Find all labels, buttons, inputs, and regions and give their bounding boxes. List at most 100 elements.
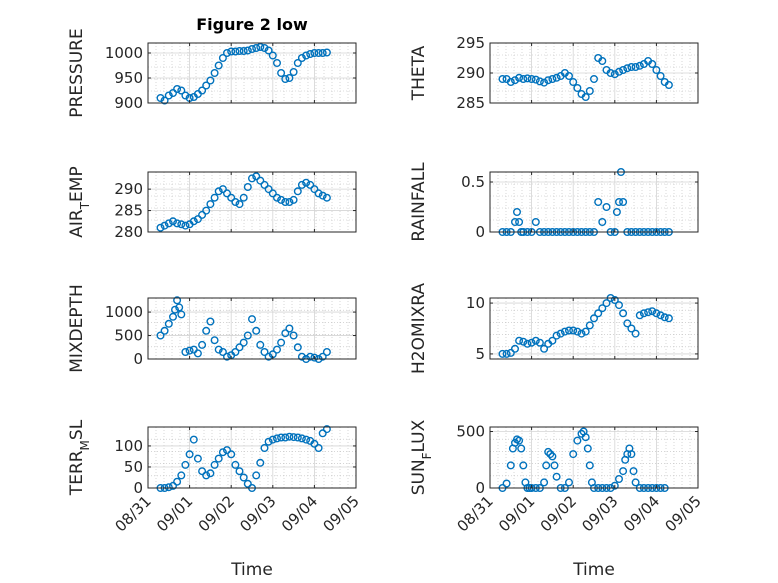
data-point (527, 338, 536, 347)
data-point (173, 296, 182, 305)
data-point (556, 329, 565, 338)
data-point (198, 210, 207, 219)
y-tick-label: 0.5 (461, 173, 485, 191)
data-point (297, 352, 306, 361)
axes-box (489, 171, 699, 233)
data-point (652, 65, 661, 74)
data-point (573, 327, 582, 336)
tick-marks (147, 298, 357, 360)
data-point (615, 67, 624, 76)
data-point (297, 180, 306, 189)
data-point (273, 193, 282, 202)
data-point (302, 178, 311, 187)
data-point (247, 315, 256, 324)
data-point (168, 88, 177, 97)
data-point (181, 221, 190, 230)
data-point (527, 74, 536, 83)
markers (156, 172, 331, 232)
data-point (602, 202, 611, 211)
data-point (573, 83, 582, 92)
x-axis-label-right: Time (572, 560, 615, 580)
data-point (264, 352, 273, 361)
data-point (293, 433, 302, 442)
data-point (243, 479, 252, 488)
minor-grid (148, 427, 356, 488)
data-point (156, 223, 165, 232)
data-point (264, 185, 273, 194)
y-axis-label: PRESSURE (67, 28, 87, 117)
data-point (644, 308, 653, 317)
data-point (198, 86, 207, 95)
data-point (585, 461, 594, 470)
data-point (239, 193, 248, 202)
data-point (569, 326, 578, 335)
data-point (619, 309, 628, 318)
data-point (189, 435, 198, 444)
data-point (544, 447, 553, 456)
data-point (235, 47, 244, 56)
data-point (635, 61, 644, 70)
data-point (185, 346, 194, 355)
data-point (639, 309, 648, 318)
data-point (277, 338, 286, 347)
data-point (511, 76, 520, 85)
data-point (506, 348, 515, 357)
data-point (222, 49, 231, 58)
data-point (552, 472, 561, 481)
data-point (181, 91, 190, 100)
data-point (519, 461, 528, 470)
data-point (273, 434, 282, 443)
data-point (210, 336, 219, 345)
data-point (506, 77, 515, 86)
data-point (631, 478, 640, 487)
y-axis-label: RAINFALL (409, 162, 429, 242)
data-point (594, 197, 603, 206)
data-point (310, 49, 319, 58)
data-point (540, 78, 549, 87)
data-point (285, 432, 294, 441)
data-point (652, 309, 661, 318)
data-point (260, 444, 269, 453)
data-point (235, 200, 244, 209)
subplot-rainfall: 0 0.5 RAINFALL (409, 162, 699, 242)
data-point (515, 217, 524, 226)
data-point (252, 44, 261, 53)
data-point (214, 454, 223, 463)
data-point (548, 452, 557, 461)
y-tick-label: 280 (114, 223, 143, 241)
data-point (202, 81, 211, 90)
data-point (198, 340, 207, 349)
data-point (177, 471, 186, 480)
y-tick-label: 950 (114, 69, 143, 87)
y-tick-label: 285 (456, 94, 485, 112)
y-tick-label: 0 (133, 350, 143, 368)
data-point (598, 304, 607, 313)
data-point (160, 326, 169, 335)
data-point (511, 217, 520, 226)
data-point (239, 338, 248, 347)
axes-box (147, 171, 357, 233)
data-point (631, 63, 640, 72)
data-point (218, 348, 227, 357)
data-point (156, 331, 165, 340)
data-point (268, 51, 277, 60)
data-point (664, 314, 673, 323)
data-point (656, 71, 665, 80)
data-point (310, 439, 319, 448)
y-tick-label: 900 (114, 94, 143, 112)
data-point (615, 197, 624, 206)
y-axis-label: SUNFLUX (409, 419, 434, 495)
data-point (193, 349, 202, 358)
data-point (256, 340, 265, 349)
y-tick-label: 10 (466, 294, 485, 312)
data-point (202, 471, 211, 480)
data-point (252, 471, 261, 480)
data-point (535, 77, 544, 86)
data-point (202, 206, 211, 215)
data-point (498, 349, 507, 358)
data-point (277, 68, 286, 77)
data-point (281, 197, 290, 206)
data-point (239, 47, 248, 56)
data-point (260, 44, 269, 53)
